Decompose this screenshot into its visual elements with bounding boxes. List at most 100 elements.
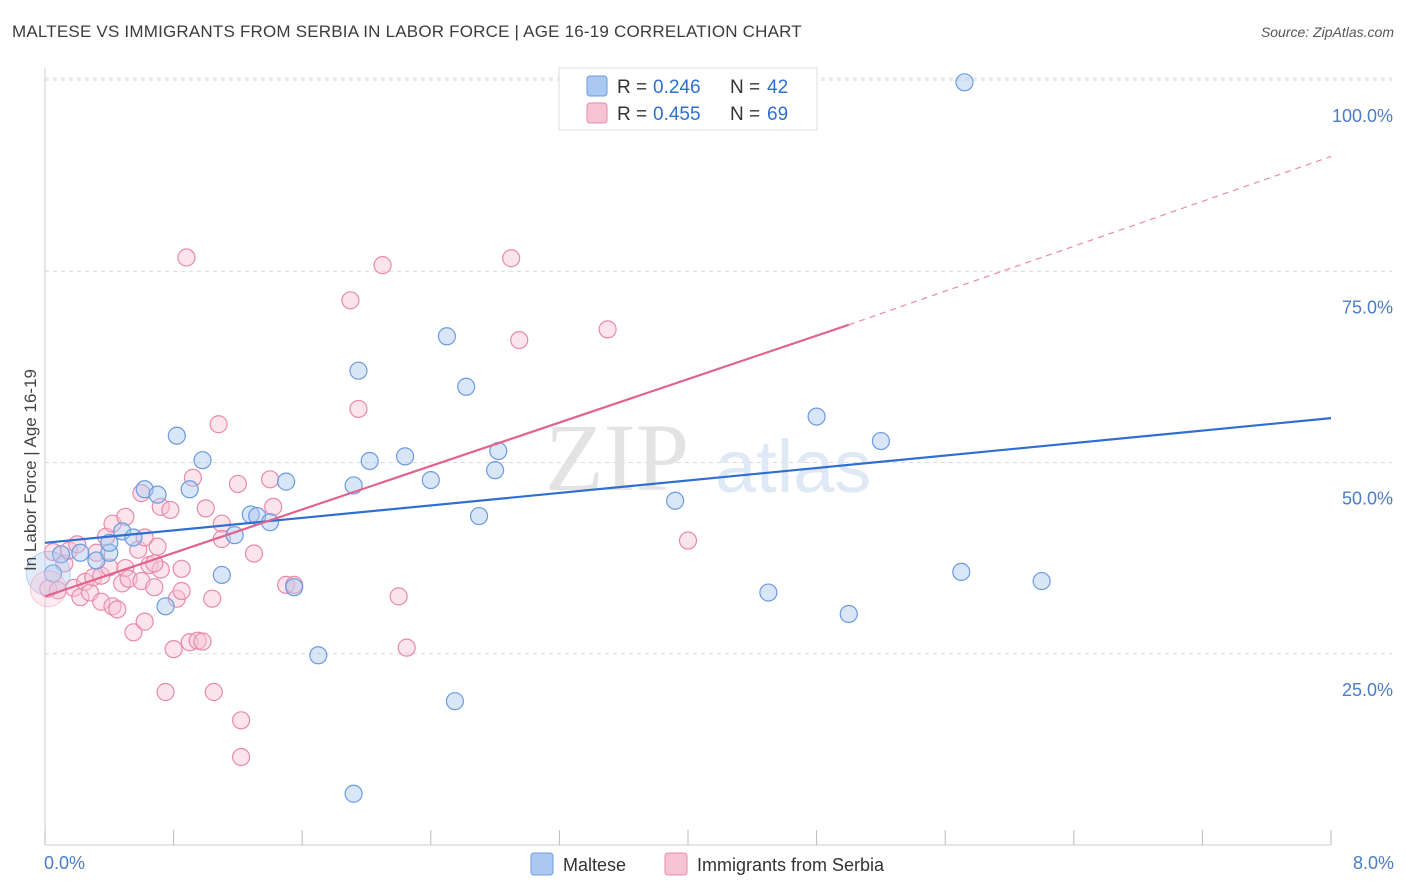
maltese-point — [952, 562, 971, 581]
maltese-point — [349, 361, 368, 380]
maltese-point — [277, 472, 296, 491]
legend-r-value-maltese: 0.246 — [653, 77, 701, 98]
maltese-point — [51, 545, 71, 564]
chart-title: MALTESE VS IMMIGRANTS FROM SERBIA IN LAB… — [12, 22, 802, 41]
legend-n-value-maltese: 42 — [767, 77, 788, 98]
serbia-point — [188, 631, 207, 650]
legend-n-label-serbia: N = — [730, 104, 760, 125]
serbia-point — [116, 507, 135, 526]
maltese-point — [807, 407, 826, 426]
legend-r-value-serbia: 0.455 — [653, 104, 701, 125]
maltese-point — [395, 447, 415, 466]
maltese-point — [180, 480, 199, 499]
serbia-point — [373, 256, 392, 275]
maltese-point — [759, 583, 778, 602]
axes — [44, 68, 1332, 846]
serbia-point — [135, 612, 154, 631]
watermark-zip: ZIP — [545, 404, 689, 511]
serbia-point — [678, 531, 698, 550]
y-tick-label-50: 50.0% — [1342, 489, 1393, 509]
y-tick-label-75: 75.0% — [1342, 297, 1393, 317]
serbia-point — [209, 415, 228, 434]
maltese-point — [421, 470, 440, 490]
y-axis-label: In Labor Force | Age 16-19 — [21, 369, 40, 571]
serbia-point — [183, 468, 202, 487]
serbia-point — [87, 543, 106, 562]
serbia-point — [203, 589, 222, 608]
maltese-point — [100, 543, 119, 562]
legend-n-value-serbia: 69 — [767, 104, 788, 125]
serbia-point — [260, 470, 280, 489]
legend-r-label-maltese: R = — [617, 77, 647, 98]
serbia-point — [502, 249, 521, 268]
maltese-point — [486, 461, 505, 480]
bottom-legend-label-maltese: Maltese — [563, 855, 626, 875]
maltese-point — [871, 431, 891, 451]
serbia-point — [161, 500, 180, 520]
y-tick-label-25: 25.0% — [1342, 680, 1393, 700]
maltese-point — [285, 578, 304, 597]
serbia-trendline-extension — [848, 155, 1332, 326]
serbia-point — [148, 537, 167, 556]
maltese-point — [955, 73, 974, 92]
bottom-legend-label-serbia: Immigrants from Serbia — [697, 855, 885, 875]
x-tick-label-right: 8.0% — [1353, 853, 1394, 873]
serbia-point — [164, 640, 183, 659]
serbia-point — [598, 320, 617, 339]
maltese-point — [148, 485, 167, 504]
bottom-legend-swatch-serbia — [664, 852, 688, 876]
maltese-point — [437, 327, 456, 346]
serbia-point — [510, 331, 529, 350]
legend-stats: R = 0.246 N = 42 R = 0.455 N = 69 — [558, 67, 818, 131]
serbia-point — [232, 711, 251, 730]
zipatlas-watermark: ZIP atlas — [545, 404, 871, 511]
serbia-point — [103, 597, 122, 616]
source-label: Source: ZipAtlas.com — [1260, 24, 1394, 40]
legend-n-label-maltese: N = — [730, 77, 760, 98]
legend-r-label-serbia: R = — [617, 104, 647, 125]
serbia-point — [193, 632, 212, 651]
serbia-point — [145, 554, 164, 573]
legend-swatch-serbia — [586, 102, 608, 124]
maltese-point — [71, 543, 90, 562]
y-tick-label-100: 100.0% — [1332, 106, 1393, 126]
serbia-point — [212, 514, 231, 533]
maltese-point — [43, 564, 63, 583]
maltese-point — [309, 646, 328, 665]
maltese-point — [666, 491, 685, 510]
maltese-point — [457, 377, 476, 396]
maltese-point — [1032, 571, 1051, 591]
serbia-point — [177, 248, 196, 267]
serbia-point — [349, 399, 368, 419]
maltese-point — [100, 533, 119, 552]
serbia-point — [232, 747, 251, 767]
trendlines — [44, 155, 1332, 598]
serbia-point — [156, 682, 175, 702]
maltese-point — [124, 528, 143, 547]
serbia-point — [196, 499, 215, 518]
data-points — [25, 73, 1051, 803]
serbia-point — [113, 574, 132, 593]
maltese-point — [469, 506, 489, 526]
serbia-point — [172, 581, 191, 601]
maltese-point — [193, 451, 212, 470]
maltese-point — [445, 692, 465, 711]
serbia-point — [228, 474, 247, 494]
grid-lines — [45, 77, 1392, 655]
serbia-point — [341, 291, 360, 310]
legend-series: Maltese Immigrants from Serbia — [530, 852, 885, 876]
maltese-point — [360, 451, 379, 471]
maltese-point — [344, 784, 363, 803]
maltese-point — [156, 597, 175, 616]
serbia-trendline — [44, 323, 850, 598]
serbia-point — [145, 578, 164, 597]
y-tick-labels: 25.0% 50.0% 75.0% 100.0% — [1332, 106, 1393, 700]
legend-swatch-maltese — [586, 75, 608, 97]
maltese-point — [167, 426, 186, 445]
serbia-point — [92, 592, 111, 611]
maltese-trendline — [44, 417, 1332, 544]
serbia-point — [397, 638, 416, 657]
serbia-point — [244, 544, 264, 563]
serbia-point — [172, 559, 191, 578]
